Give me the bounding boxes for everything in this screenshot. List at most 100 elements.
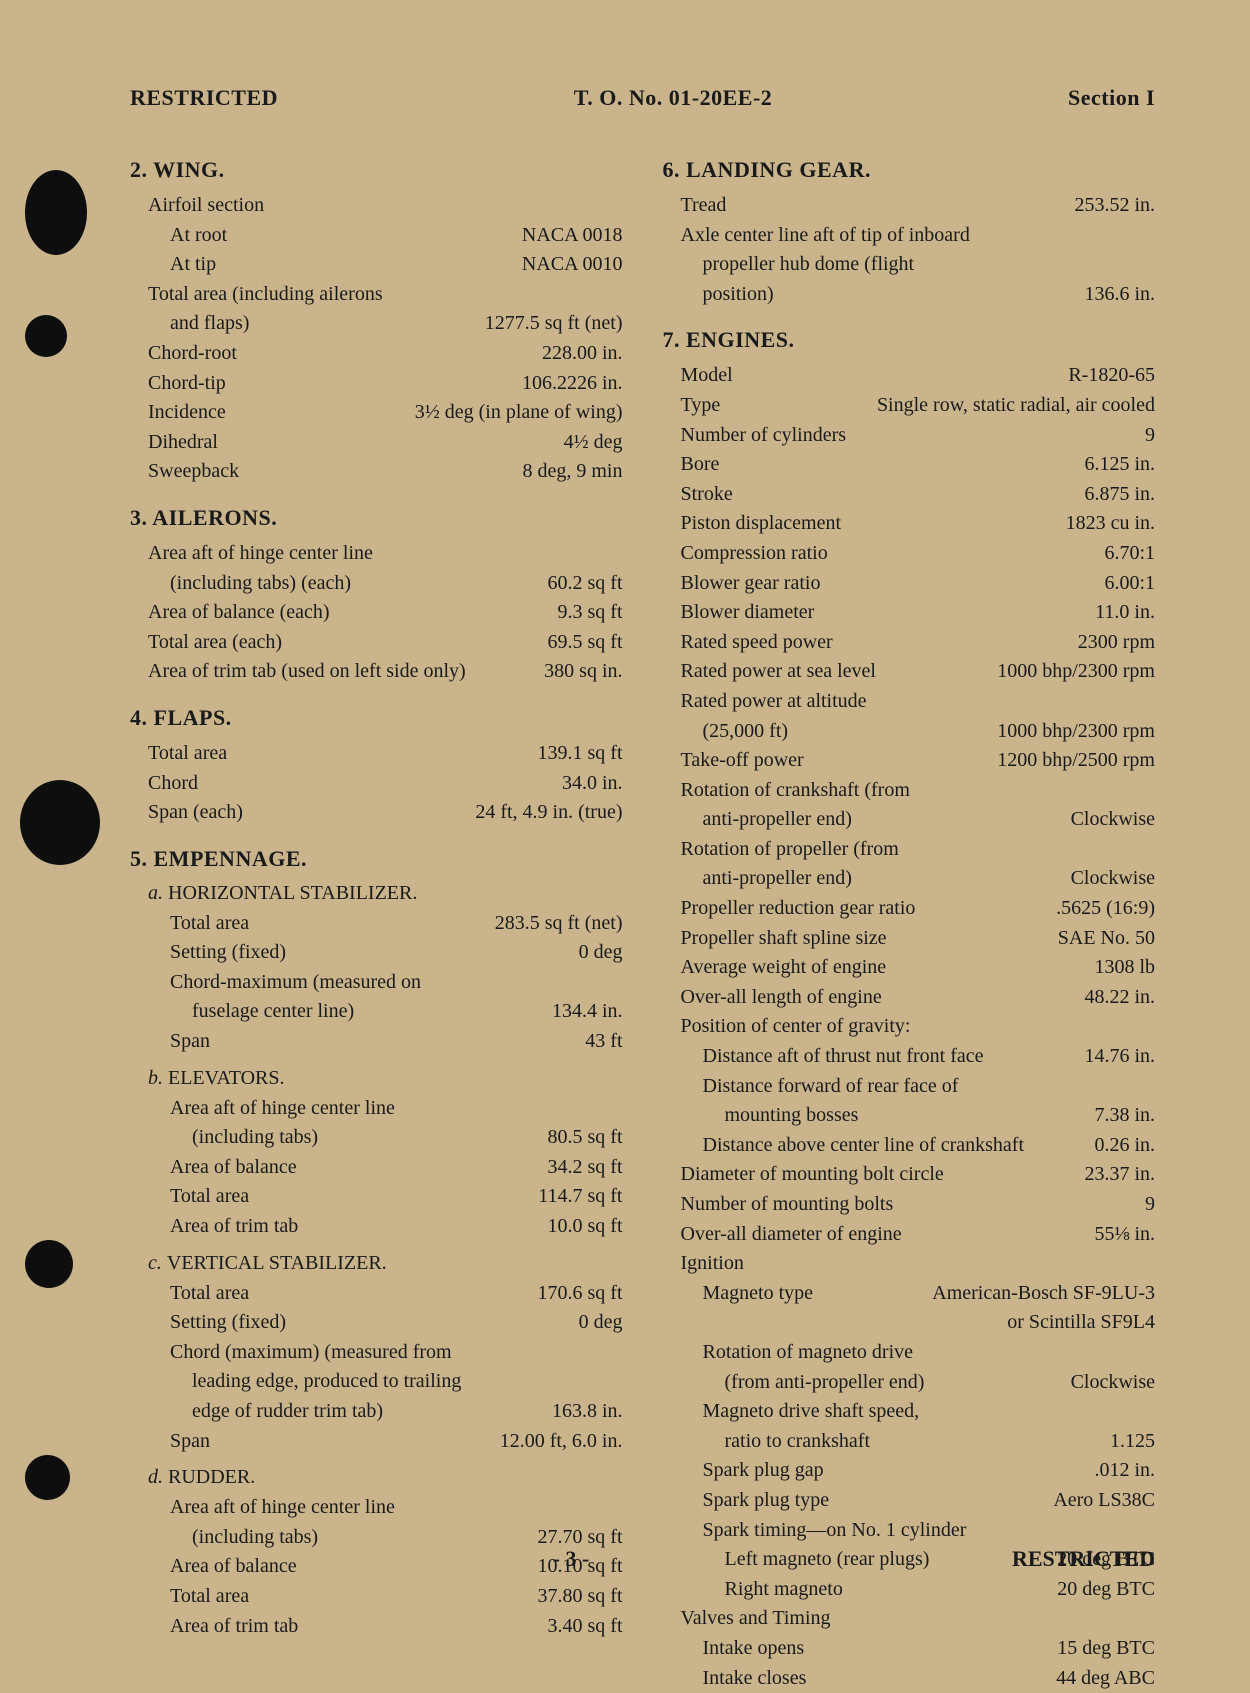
spec-value: 43 ft — [585, 1027, 622, 1057]
spec-label: Over-all length of engine — [681, 983, 882, 1013]
spec-label: Rotation of crankshaft (from — [681, 776, 910, 806]
spec-value: 9.3 sq ft — [558, 598, 623, 628]
spec-label: Tread — [681, 191, 727, 221]
page-header: RESTRICTED T. O. No. 01-20EE-2 Section I — [130, 85, 1155, 111]
spec-value: 11.0 in. — [1095, 598, 1155, 628]
spec-value: 8 deg, 9 min — [523, 457, 623, 487]
page: RESTRICTED T. O. No. 01-20EE-2 Section I… — [0, 0, 1250, 1632]
spec-label: Area of balance (each) — [148, 598, 330, 628]
spec-label: Bore — [681, 450, 720, 480]
spec-label: Compression ratio — [681, 539, 828, 569]
section-heading: 5. EMPENNAGE. — [130, 846, 623, 872]
spec-value: Clockwise — [1071, 1368, 1155, 1398]
spec-row: Spark plug gap .012 in. — [703, 1456, 1156, 1486]
spec-row: and flaps)1277.5 sq ft (net) — [170, 309, 623, 339]
spec-row: Over-all length of engine48.22 in. — [681, 983, 1156, 1013]
spec-value: 9 — [1145, 1190, 1155, 1220]
spec-label: Airfoil section — [148, 191, 264, 221]
spec-label: Distance forward of rear face of — [703, 1072, 959, 1102]
spec-label: anti-propeller end) — [703, 864, 852, 894]
spec-row: Area of trim tab 10.0 sq ft — [170, 1212, 623, 1242]
spec-row: Total area 170.6 sq ft — [170, 1279, 623, 1309]
spec-row: Chord (maximum) (measured from — [170, 1338, 623, 1368]
spec-label: Spark timing—on No. 1 cylinder — [703, 1516, 967, 1546]
spec-row: Bore 6.125 in. — [681, 450, 1156, 480]
spec-label: Span (each) — [148, 798, 243, 828]
spec-row: At rootNACA 0018 — [170, 221, 623, 251]
spec-label: Total area — [170, 1279, 249, 1309]
spec-label: fuselage center line) — [192, 997, 354, 1027]
spec-label: Area of trim tab — [170, 1212, 298, 1242]
spec-label: (including tabs) (each) — [170, 569, 351, 599]
spec-row: position)136.6 in. — [703, 280, 1156, 310]
spec-value: 6.125 in. — [1084, 450, 1155, 480]
spec-value: 3½ deg (in plane of wing) — [415, 398, 623, 428]
spec-row: Chord-maximum (measured on — [170, 968, 623, 998]
spec-label: Total area — [170, 909, 249, 939]
header-left: RESTRICTED — [130, 85, 278, 111]
column-left: 2. WING.Airfoil sectionAt rootNACA 0018A… — [130, 139, 623, 1693]
spec-label: Dihedral — [148, 428, 218, 458]
spec-label: Diameter of mounting bolt circle — [681, 1160, 944, 1190]
spec-row: Rated speed power2300 rpm — [681, 628, 1156, 658]
spec-row: Area of trim tab3.40 sq ft — [170, 1612, 623, 1642]
spec-row: Chord34.0 in. — [148, 769, 623, 799]
spec-label: (including tabs) — [192, 1123, 318, 1153]
columns: 2. WING.Airfoil sectionAt rootNACA 0018A… — [130, 139, 1155, 1693]
spec-row: leading edge, produced to trailing — [192, 1367, 623, 1397]
spec-row: anti-propeller end)Clockwise — [703, 805, 1156, 835]
header-center: T. O. No. 01-20EE-2 — [574, 85, 773, 111]
spec-row: Total area283.5 sq ft (net) — [170, 909, 623, 939]
spec-row: Area of balance (each) 9.3 sq ft — [148, 598, 623, 628]
punch-hole — [25, 315, 67, 357]
spec-value: NACA 0010 — [522, 250, 623, 280]
spec-value: 23.37 in. — [1084, 1160, 1155, 1190]
spec-label: ratio to crankshaft — [725, 1427, 871, 1457]
spec-row: Distance forward of rear face of — [703, 1072, 1156, 1102]
spec-label: Stroke — [681, 480, 733, 510]
spec-label: Intake opens — [703, 1634, 805, 1664]
spec-row: mounting bosses7.38 in. — [725, 1101, 1156, 1131]
subsection-heading: c. VERTICAL STABILIZER. — [148, 1252, 623, 1275]
spec-value: 170.6 sq ft — [538, 1279, 623, 1309]
spec-row: Area aft of hinge center line — [148, 539, 623, 569]
spec-label: Area aft of hinge center line — [170, 1094, 395, 1124]
spec-label: At tip — [170, 250, 216, 280]
spec-label: Span — [170, 1027, 210, 1057]
spec-label: Model — [681, 361, 733, 391]
spec-label: Setting (fixed) — [170, 1308, 286, 1338]
spec-label: Rated speed power — [681, 628, 833, 658]
section-heading: 7. ENGINES. — [663, 327, 1156, 353]
column-right: 6. LANDING GEAR.Tread253.52 in.Axle cent… — [663, 139, 1156, 1693]
spec-row: anti-propeller end) Clockwise — [703, 864, 1156, 894]
spec-row: Rated power at sea level1000 bhp/2300 rp… — [681, 657, 1156, 687]
spec-value: 1200 bhp/2500 rpm — [997, 746, 1155, 776]
spec-label: (25,000 ft) — [703, 717, 789, 747]
spec-row: Valves and Timing — [681, 1604, 1156, 1634]
spec-label: Valves and Timing — [681, 1604, 831, 1634]
spec-label: Distance aft of thrust nut front face — [703, 1042, 984, 1072]
spec-value: .012 in. — [1094, 1456, 1155, 1486]
spec-value: 10.0 sq ft — [548, 1212, 623, 1242]
spec-value: 134.4 in. — [552, 997, 623, 1027]
spec-label: Area of trim tab — [170, 1612, 298, 1642]
spec-row: Setting (fixed)0 deg — [170, 938, 623, 968]
page-footer: - 3 - RESTRICTED — [130, 1546, 1155, 1572]
spec-row: Position of center of gravity: — [681, 1012, 1156, 1042]
spec-label: Area of balance — [170, 1153, 297, 1183]
spec-row: Total area114.7 sq ft — [170, 1182, 623, 1212]
spec-value: 0.26 in. — [1094, 1131, 1155, 1161]
subsection-heading: a. HORIZONTAL STABILIZER. — [148, 882, 623, 905]
spec-label: Total area — [148, 739, 227, 769]
spec-label: Spark plug gap — [703, 1456, 824, 1486]
spec-label: Sweepback — [148, 457, 239, 487]
spec-label: Position of center of gravity: — [681, 1012, 911, 1042]
spec-value: Clockwise — [1071, 864, 1155, 894]
spec-label: propeller hub dome (flight — [703, 250, 915, 280]
spec-row: Ignition — [681, 1249, 1156, 1279]
spec-row: Total area (each)69.5 sq ft — [148, 628, 623, 658]
spec-value: R-1820-65 — [1068, 361, 1155, 391]
spec-value: 24 ft, 4.9 in. (true) — [475, 798, 622, 828]
spec-row: Total area37.80 sq ft — [170, 1582, 623, 1612]
spec-value: Aero LS38C — [1053, 1486, 1155, 1516]
